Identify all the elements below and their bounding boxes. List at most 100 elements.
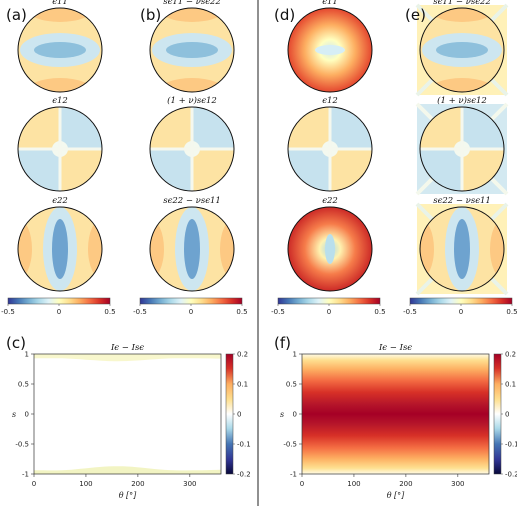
heatmap-field: [302, 354, 489, 474]
disc-outline: [149, 206, 235, 292]
disc-title: sϵ11 − νsϵ22: [163, 0, 221, 7]
disc-title: ϵ22: [52, 196, 68, 206]
colorbar-tick-label: 0: [189, 308, 193, 316]
panel-label: (b): [140, 6, 161, 24]
disc-title: ϵ11: [52, 0, 68, 7]
disc-lobe: [428, 78, 496, 92]
disc-outline: [149, 106, 235, 192]
panel-label: (c): [6, 334, 26, 352]
disc-title: (1 + ν)sϵ12: [167, 95, 217, 106]
disc-quadrant: [150, 149, 192, 191]
disc-d-3: [288, 207, 372, 291]
disc-a-3: [18, 207, 102, 291]
colorbar-tick-label: -0.5: [133, 308, 147, 316]
y-tick-label: -1: [22, 471, 29, 479]
colorbar-tick-label: 0: [57, 308, 61, 316]
disc-a-1: [18, 8, 102, 92]
disc-lobe: [428, 8, 496, 22]
disc-lobe: [26, 78, 94, 92]
panel-label: (e): [405, 6, 426, 24]
y-tick-label: 0.5: [286, 381, 297, 389]
x-tick-label: 100: [347, 480, 360, 488]
disc-title: ϵ11: [322, 0, 338, 7]
colorbar-tick-label: 0.2: [505, 351, 516, 359]
x-tick-label: 300: [451, 480, 464, 488]
disc-title: sϵ22 − νsϵ11: [433, 196, 491, 206]
disc-core: [315, 45, 345, 55]
disc-outline: [149, 7, 235, 93]
disc-outline: [17, 206, 103, 292]
disc-core: [166, 42, 218, 58]
heatmap-band-bottom: [34, 466, 221, 474]
disc-title: ϵ22: [322, 196, 338, 206]
disc-outline: [17, 7, 103, 93]
disc-core: [34, 42, 86, 58]
disc-core: [325, 234, 335, 264]
x-tick-label: 300: [183, 480, 196, 488]
colorbar-tick-label: -0.2: [505, 471, 517, 479]
colorbar-tick-label: 0.1: [237, 381, 248, 389]
colorbar-tick-label: 0: [459, 308, 463, 316]
disc-d-2: [288, 107, 372, 191]
disc-b-1: [150, 8, 234, 92]
disc-quadrant: [60, 149, 102, 191]
x-tick-label: 200: [131, 480, 144, 488]
colorbar-tick-label: -0.1: [505, 441, 517, 449]
y-axis-label: s: [280, 410, 284, 419]
colorbar-tick-label: 0: [505, 411, 509, 419]
y-tick-label: 1: [293, 351, 297, 359]
panel-label: (a): [6, 6, 27, 24]
y-tick-label: 0: [293, 411, 297, 419]
disc-outline: [419, 7, 505, 93]
disc-lobe: [158, 78, 226, 92]
disc-lobe: [490, 219, 504, 279]
disc-outline: [287, 7, 373, 93]
disc-e-3: [420, 207, 504, 291]
disc-title: (1 + ν)sϵ12: [437, 95, 487, 106]
disc-core: [436, 42, 488, 58]
colorbar-tick-label: -0.2: [237, 471, 251, 479]
colorbar-tick-label: 0.5: [506, 308, 517, 316]
x-tick-label: 100: [79, 480, 92, 488]
disc-outline: [419, 106, 505, 192]
chart-title: Iϵ − Isϵ: [110, 343, 144, 353]
disc-lobe: [88, 219, 102, 279]
x-tick-label: 0: [300, 480, 304, 488]
disc-quadrant: [288, 149, 330, 191]
disc-title: ϵ12: [52, 96, 68, 106]
colorbar-tick-label: 0.2: [237, 351, 248, 359]
disc-core: [52, 219, 68, 279]
heatmap-field: [34, 354, 221, 474]
disc-quadrant: [330, 149, 372, 191]
disc-colorbar: [139, 297, 243, 305]
colorbar-tick-label: -0.5: [403, 308, 417, 316]
disc-outline: [287, 106, 373, 192]
disc-quadrant: [60, 107, 102, 149]
colorbar-tick-label: 0.5: [104, 308, 115, 316]
disc-quadrant: [192, 107, 234, 149]
heatmap-colorbar: [225, 353, 234, 475]
heatmap-colorbar: [493, 353, 502, 475]
disc-outline: [419, 206, 505, 292]
disc-colorbar: [277, 297, 381, 305]
disc-title: sϵ11 − νsϵ22: [433, 0, 491, 7]
chart-title: Iϵ − Isϵ: [378, 343, 412, 353]
colorbar-tick-label: 0.5: [236, 308, 247, 316]
disc-core: [184, 219, 200, 279]
disc-quadrant: [288, 107, 330, 149]
disc-outline: [287, 206, 373, 292]
disc-lobe: [150, 219, 164, 279]
disc-quadrant: [18, 107, 60, 149]
disc-quadrant: [192, 149, 234, 191]
y-tick-label: 0.5: [18, 381, 29, 389]
heatmap-band-top: [34, 354, 221, 362]
panel-label: (f): [274, 334, 291, 352]
disc-core: [454, 219, 470, 279]
panel-label: (d): [274, 6, 295, 24]
y-tick-label: 1: [25, 351, 29, 359]
disc-quadrant: [150, 107, 192, 149]
colorbar-tick-label: 0.5: [374, 308, 385, 316]
y-tick-label: -1: [290, 471, 297, 479]
disc-lobe: [420, 219, 434, 279]
